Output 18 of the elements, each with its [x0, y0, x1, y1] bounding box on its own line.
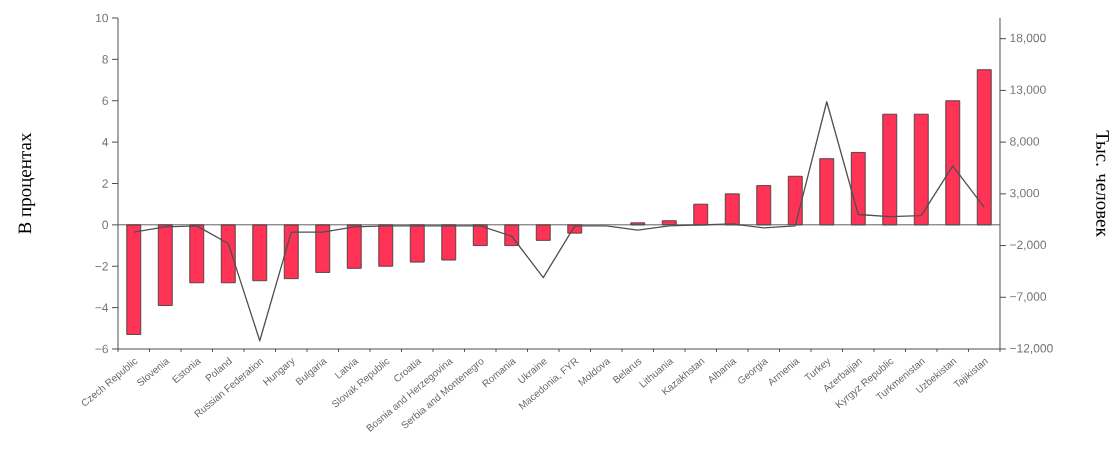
- y2-tick-label: −7,000: [1010, 292, 1047, 303]
- y2-tick-label: 18,000: [1010, 33, 1046, 44]
- y-tick-label: 0: [102, 220, 109, 230]
- y-tick-label: −2: [95, 262, 108, 271]
- y-tick-label: 10: [96, 13, 109, 23]
- y2-tick-label: 3,000: [1009, 188, 1040, 199]
- y-tick-label: 8: [102, 55, 108, 64]
- y2-tick-label: −2,000: [1010, 240, 1047, 251]
- y-tick-label: 4: [102, 138, 109, 147]
- y-axis-title: В процентах: [18, 132, 36, 234]
- y2-axis-title: Тыс. человек: [1096, 130, 1109, 237]
- y-tick-label: −4: [95, 303, 109, 312]
- y-tick-label: 6: [102, 96, 108, 105]
- y2-tick-label: 8,000: [1010, 137, 1040, 148]
- y-tick-label: 2: [102, 179, 108, 188]
- y2-tick-label: −12,000: [1010, 344, 1053, 354]
- y2-tick-label: 13,000: [1010, 85, 1046, 96]
- y-tick-label: −6: [95, 344, 108, 354]
